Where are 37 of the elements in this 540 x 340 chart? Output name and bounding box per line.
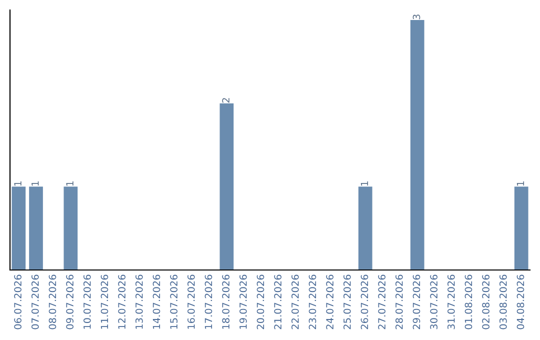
- x-tick-label: 27.07.2026: [378, 274, 386, 330]
- x-tick-label: 02.08.2026: [482, 274, 490, 330]
- x-tick-label: 13.07.2026: [135, 274, 143, 329]
- data-label: 1: [32, 181, 39, 186]
- x-tick-label: 07.07.2026: [31, 274, 39, 330]
- x-tick-label: 15.07.2026: [170, 274, 178, 329]
- x-tick-label: 31.07.2026: [447, 274, 455, 330]
- data-label: 1: [14, 181, 22, 186]
- x-tick-label: 24.07.2026: [326, 274, 334, 330]
- data-label: 3: [412, 14, 420, 20]
- x-tick-label: 20.07.2026: [256, 274, 264, 330]
- x-tick-label: 25.07.2026: [343, 274, 351, 330]
- x-tick-label: 28.07.2026: [395, 274, 403, 330]
- x-tick-label: 04.08.2026: [516, 274, 524, 330]
- x-tick-label: 26.07.2026: [360, 274, 368, 330]
- x-tick-label: 06.07.2026: [14, 274, 22, 330]
- x-tick-label: 09.07.2026: [66, 274, 74, 330]
- x-tick-label: 21.07.2026: [274, 274, 282, 330]
- x-tick-label: 22.07.2026: [291, 274, 299, 330]
- data-label: 2: [222, 98, 230, 103]
- x-tick-label: 14.07.2026: [152, 274, 160, 329]
- x-tick-label: 12.07.2026: [118, 274, 126, 329]
- x-tick-label: 23.07.2026: [308, 274, 316, 330]
- data-label: 1: [360, 181, 368, 186]
- x-tick-label: 30.07.2026: [430, 274, 438, 330]
- x-tick-label: 08.07.2026: [48, 274, 56, 330]
- x-tick-label: 19.07.2026: [239, 274, 247, 329]
- x-tick-label: 10.07.2026: [83, 274, 91, 329]
- data-label: 1: [66, 181, 74, 186]
- x-tick-label: 11.07.2026: [100, 274, 108, 329]
- x-tick-label: 17.07.2026: [204, 274, 212, 329]
- data-label: 1: [516, 181, 524, 186]
- x-tick-label: 18.07.2026: [222, 274, 230, 329]
- x-tick-label: 03.08.2026: [499, 274, 507, 330]
- x-tick-label: 16.07.2026: [187, 274, 195, 329]
- x-tick-label: 29.07.2026: [412, 274, 420, 330]
- x-tick-label: 01.08.2026: [464, 274, 472, 330]
